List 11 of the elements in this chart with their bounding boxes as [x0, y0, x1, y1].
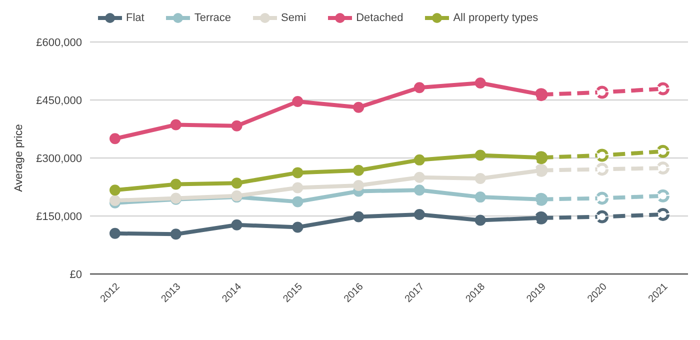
- y-tick-label: £600,000: [36, 36, 82, 49]
- legend-label: Detached: [356, 12, 404, 24]
- y-tick-label: £450,000: [36, 94, 82, 107]
- legend-label: All property types: [453, 12, 538, 24]
- y-axis-title: Average price: [12, 124, 25, 192]
- y-tick-label: £150,000: [36, 210, 82, 223]
- legend-label: Semi: [281, 12, 306, 24]
- y-tick-label: £0: [70, 268, 82, 281]
- legend-label: Terrace: [194, 12, 232, 24]
- legend-label: Flat: [126, 12, 144, 24]
- y-tick-label: £300,000: [36, 152, 82, 165]
